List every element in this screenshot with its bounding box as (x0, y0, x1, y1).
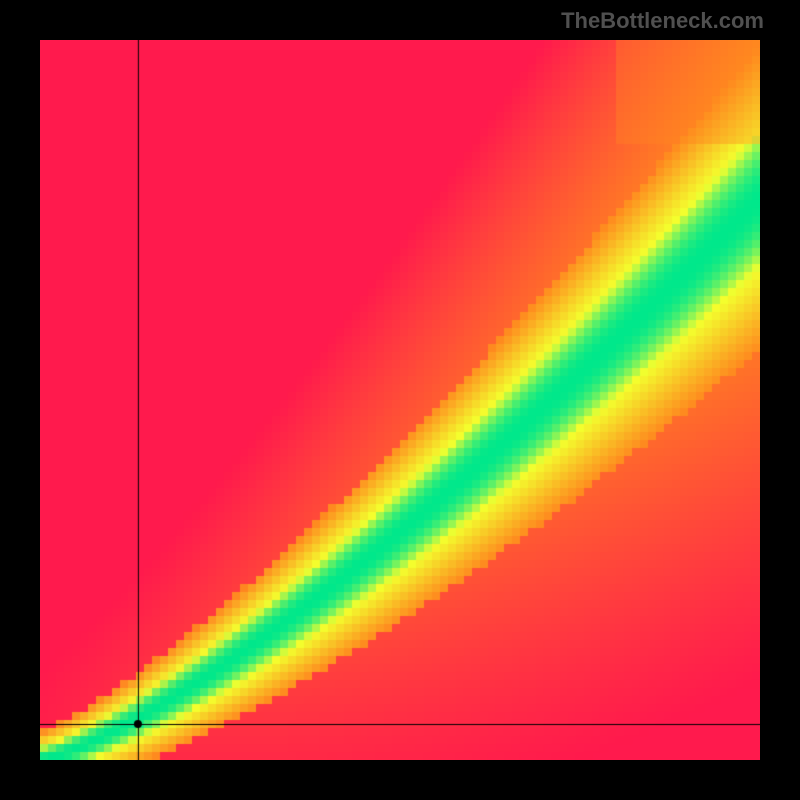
watermark-text: TheBottleneck.com (561, 8, 764, 34)
heatmap-canvas (40, 40, 760, 760)
bottleneck-heatmap (40, 40, 760, 760)
